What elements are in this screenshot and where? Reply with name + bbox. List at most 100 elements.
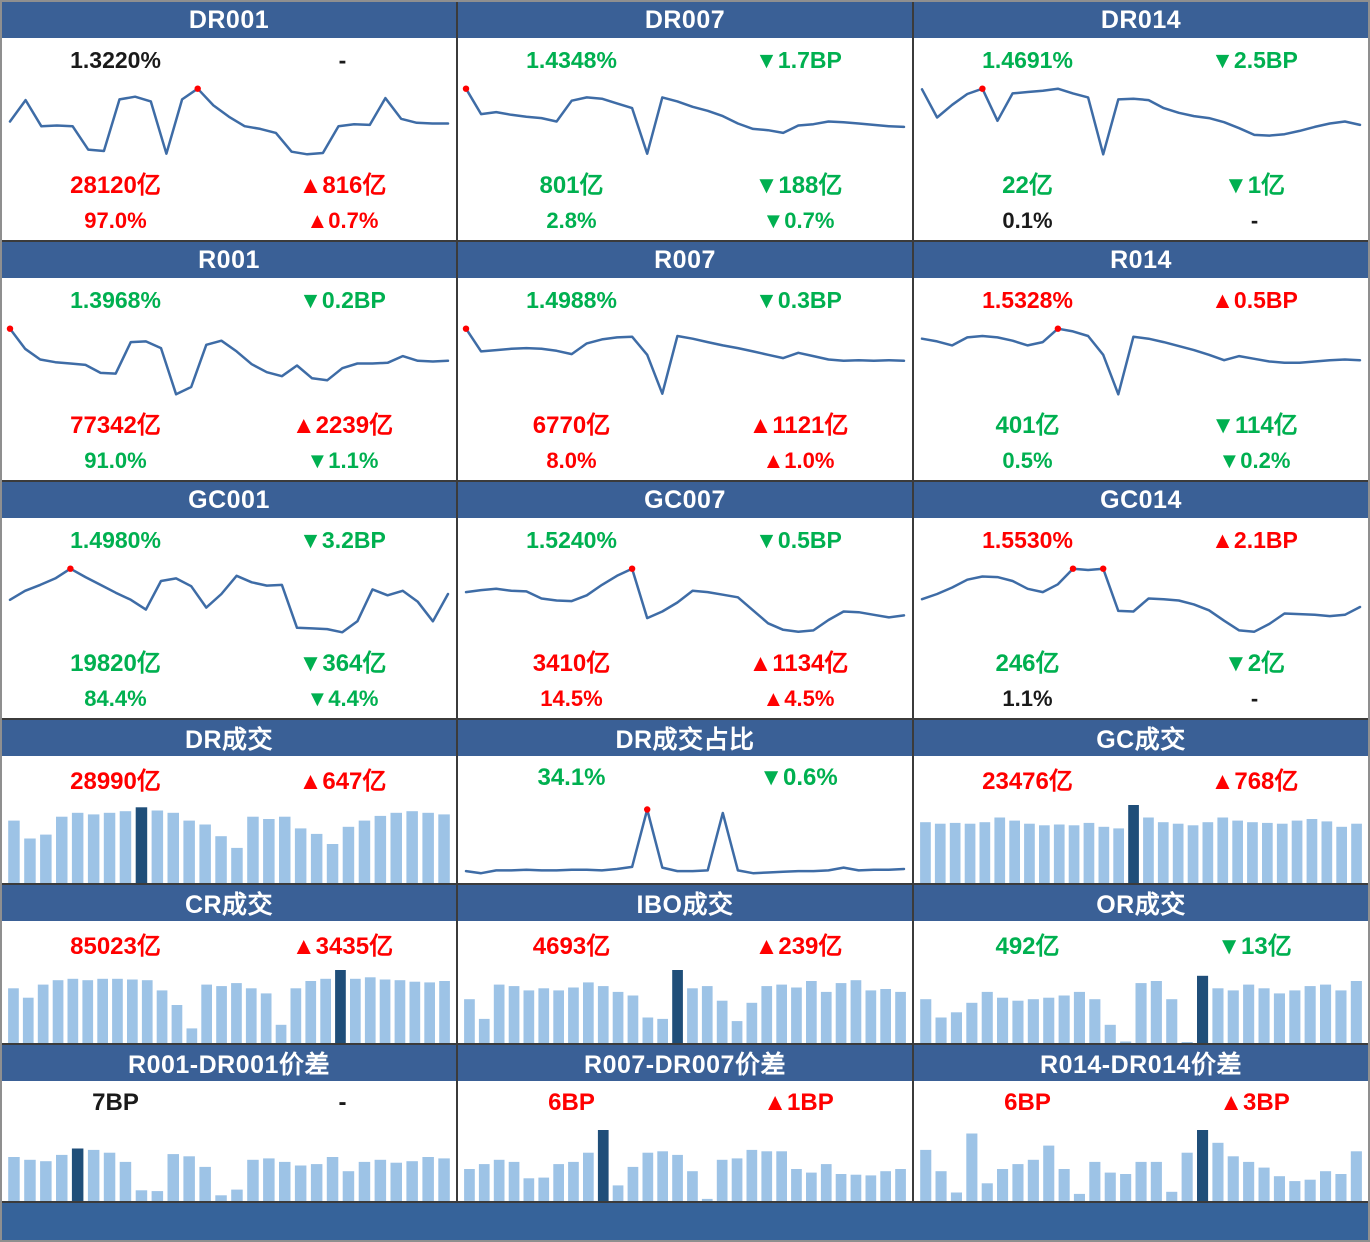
r007-dr007-spread-bar-chart	[458, 1125, 912, 1201]
share-value: 97.0%	[84, 208, 147, 233]
volume-value: 3410亿	[532, 649, 611, 677]
volume-value: 246亿	[995, 649, 1060, 677]
volume-change: ▼364亿	[298, 649, 387, 677]
gc014-sparkline-chart	[914, 562, 1368, 640]
panel-dr-volume: DR成交 28990亿 ▲647亿	[2, 720, 456, 883]
panel-cr-volume: CR成交 85023亿 ▲3435亿	[2, 885, 456, 1043]
r001-dr001-spread-bar-chart	[2, 1125, 456, 1201]
volume-change: ▼114亿	[1211, 411, 1298, 439]
share-row: 97.0% ▲0.7%	[2, 202, 456, 240]
rate-value: 1.3220%	[70, 46, 161, 73]
volume-change: ▲768亿	[1210, 767, 1299, 795]
cr-volume-bar-chart	[2, 965, 456, 1043]
panel-r001: R001 1.3968% ▼0.2BP 77342亿 ▲2239亿 91.0% …	[2, 242, 456, 480]
ibo-volume-bar-chart	[458, 965, 912, 1043]
rate-change: ▼0.3BP	[755, 286, 842, 313]
panel-title: R014	[914, 242, 1368, 278]
dr007-sparkline-chart	[458, 82, 912, 162]
share-change: ▼0.7%	[762, 208, 835, 233]
rate-row: 1.4348% ▼1.7BP	[458, 38, 912, 82]
r001-sparkline-chart	[2, 322, 456, 402]
volume-row: 801亿 ▼188亿	[458, 162, 912, 202]
rate-change: ▼0.2BP	[299, 286, 386, 313]
rate-row: 1.4691% ▼2.5BP	[914, 38, 1368, 82]
rate-row: 1.3968% ▼0.2BP	[2, 278, 456, 322]
panel-title: GC001	[2, 482, 456, 518]
rate-value: 1.4348%	[526, 46, 617, 73]
rate-row: 1.5530% ▲2.1BP	[914, 518, 1368, 562]
rate-row: 1.3220% -	[2, 38, 456, 82]
volume-value: 4693亿	[532, 932, 611, 960]
volume-change: ▲1121亿	[748, 411, 849, 439]
panel-title: IBO成交	[458, 885, 912, 921]
spread-change: ▲3BP	[1219, 1089, 1290, 1116]
rate-value: 1.5240%	[526, 526, 617, 553]
share-change: -	[1250, 686, 1259, 711]
share-value: 0.1%	[1002, 208, 1053, 233]
rate-value: 1.3968%	[70, 286, 161, 313]
panel-title: R001	[2, 242, 456, 278]
value-row: 7BP -	[2, 1081, 456, 1125]
volume-change: ▼13亿	[1217, 932, 1292, 960]
panel-dr001: DR001 1.3220% - 28120亿 ▲816亿 97.0% ▲0.7%	[2, 2, 456, 240]
share-value: 0.5%	[1002, 448, 1053, 473]
spread-change: -	[338, 1089, 347, 1116]
panel-title: GC成交	[914, 720, 1368, 756]
share-change: -	[1250, 208, 1259, 233]
volume-row: 401亿 ▼114亿	[914, 402, 1368, 442]
panel-title: DR001	[2, 2, 456, 38]
rate-row: 1.5240% ▼0.5BP	[458, 518, 912, 562]
panel-ibo-volume: IBO成交 4693亿 ▲239亿	[458, 885, 912, 1043]
share-change: ▲4.5%	[762, 686, 835, 711]
volume-value: 28990亿	[70, 767, 161, 795]
volume-row: 19820亿 ▼364亿	[2, 640, 456, 680]
panel-title: DR成交占比	[458, 720, 912, 756]
volume-row: 6770亿 ▲1121亿	[458, 402, 912, 442]
panel-title: OR成交	[914, 885, 1368, 921]
panel-title: DR014	[914, 2, 1368, 38]
value-row: 492亿 ▼13亿	[914, 921, 1368, 965]
rate-value: 1.5328%	[982, 286, 1073, 313]
value-row: 4693亿 ▲239亿	[458, 921, 912, 965]
gc007-sparkline-chart	[458, 562, 912, 640]
spread-change: ▲1BP	[763, 1089, 834, 1116]
volume-value: 28120亿	[70, 171, 161, 199]
panel-title: R007	[458, 242, 912, 278]
share-row: 91.0% ▼1.1%	[2, 442, 456, 480]
r014-dr014-spread-bar-chart	[914, 1125, 1368, 1201]
dr-volume-bar-chart	[2, 800, 456, 883]
volume-change: ▼188亿	[754, 171, 843, 199]
rate-value: 1.4691%	[982, 46, 1073, 73]
panel-r001-dr001-spread: R001-DR001价差 7BP -	[2, 1045, 456, 1201]
value-row: 28990亿 ▲647亿	[2, 756, 456, 800]
share-change: ▲1.0%	[762, 448, 835, 473]
panel-title: R001-DR001价差	[2, 1045, 456, 1081]
panel-dr014: DR014 1.4691% ▼2.5BP 22亿 ▼1亿 0.1% -	[914, 2, 1368, 240]
share-change: ▼1.1%	[306, 448, 379, 473]
dr-volume-share-line-chart	[458, 800, 912, 883]
volume-row: 28120亿 ▲816亿	[2, 162, 456, 202]
share-change: ▲0.7%	[306, 208, 379, 233]
volume-row: 246亿 ▼2亿	[914, 640, 1368, 680]
or-volume-bar-chart	[914, 965, 1368, 1043]
r007-sparkline-chart	[458, 322, 912, 402]
panel-title: CR成交	[2, 885, 456, 921]
share-row: 8.0% ▲1.0%	[458, 442, 912, 480]
spread-value: 7BP	[92, 1089, 139, 1116]
share-change: ▼4.4%	[306, 686, 379, 711]
volume-change: ▼2亿	[1223, 649, 1286, 677]
rate-change: ▲0.5BP	[1211, 286, 1298, 313]
rate-value: 1.4988%	[526, 286, 617, 313]
volume-value: 77342亿	[70, 411, 161, 439]
dr001-sparkline-chart	[2, 82, 456, 162]
share-row: 0.5% ▼0.2%	[914, 442, 1368, 480]
spread-value: 6BP	[1004, 1089, 1051, 1116]
panel-gc014: GC014 1.5530% ▲2.1BP 246亿 ▼2亿 1.1% -	[914, 482, 1368, 718]
panel-title: R014-DR014价差	[914, 1045, 1368, 1081]
share-row: 14.5% ▲4.5%	[458, 680, 912, 718]
share-value: 2.8%	[546, 208, 597, 233]
panel-dr-volume-share: DR成交占比 34.1% ▼0.6%	[458, 720, 912, 883]
gc-volume-bar-chart	[914, 800, 1368, 883]
panel-title: GC007	[458, 482, 912, 518]
